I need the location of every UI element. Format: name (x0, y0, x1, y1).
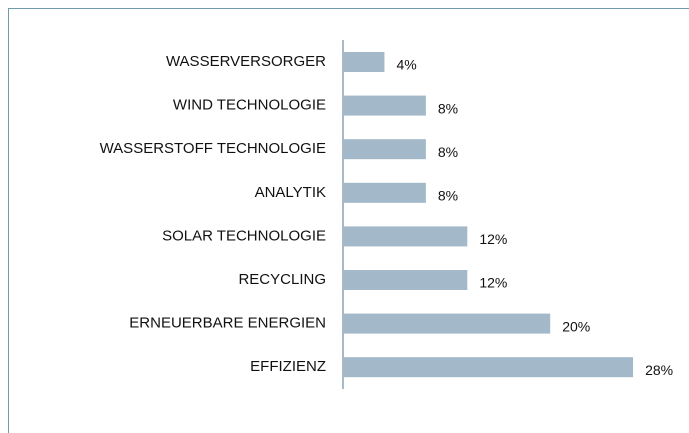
category-label: WASSERVERSORGER (166, 53, 326, 70)
value-label: 20% (562, 318, 590, 334)
bar (343, 52, 385, 72)
value-label: 12% (479, 231, 507, 247)
value-label: 8% (438, 188, 458, 204)
bar (343, 357, 634, 378)
category-label: WIND TECHNOLOGIE (173, 97, 326, 114)
value-label: 28% (645, 362, 673, 378)
bar (343, 313, 551, 334)
category-label: SOLAR TECHNOLOGIE (162, 227, 326, 244)
category-label: EFFIZIENZ (250, 358, 326, 375)
category-label: ERNEUERBARE ENERGIEN (129, 315, 326, 332)
bar (343, 182, 426, 203)
category-label: WASSERSTOFF TECHNOLOGIE (100, 140, 326, 157)
category-label: RECYCLING (238, 271, 326, 288)
bar (343, 226, 468, 247)
value-label: 8% (438, 144, 458, 160)
value-label: 4% (396, 57, 416, 73)
bar (343, 139, 426, 160)
bar (343, 95, 426, 116)
value-label: 12% (479, 275, 507, 291)
frame (8, 8, 689, 433)
bar (343, 270, 468, 290)
category-label: ANALYTIK (255, 184, 326, 201)
value-label: 8% (438, 100, 458, 116)
